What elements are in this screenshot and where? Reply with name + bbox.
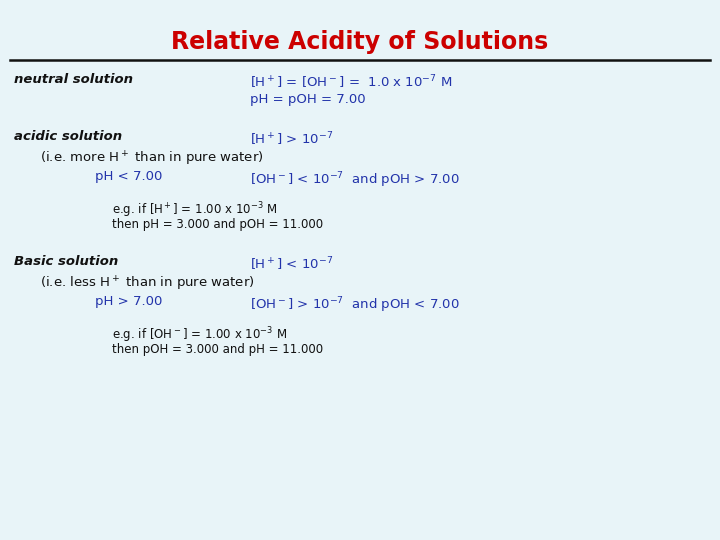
Text: neutral solution: neutral solution bbox=[14, 73, 133, 86]
Text: then pH = 3.000 and pOH = 11.000: then pH = 3.000 and pOH = 11.000 bbox=[112, 218, 323, 231]
Text: Basic solution: Basic solution bbox=[14, 255, 118, 268]
Text: (i.e. less H$^+$ than in pure water): (i.e. less H$^+$ than in pure water) bbox=[40, 275, 254, 293]
Text: e.g. if [OH$^-$] = 1.00 x 10$^{-3}$ M: e.g. if [OH$^-$] = 1.00 x 10$^{-3}$ M bbox=[112, 325, 287, 345]
Text: [OH$^-$] < 10$^{-7}$  and pOH > 7.00: [OH$^-$] < 10$^{-7}$ and pOH > 7.00 bbox=[250, 170, 459, 190]
Text: (i.e. more H$^+$ than in pure water): (i.e. more H$^+$ than in pure water) bbox=[40, 150, 264, 168]
Text: acidic solution: acidic solution bbox=[14, 130, 122, 143]
Text: Relative Acidity of Solutions: Relative Acidity of Solutions bbox=[171, 30, 549, 54]
Text: [H$^+$] = [OH$^-$] =  1.0 x 10$^{-7}$ M: [H$^+$] = [OH$^-$] = 1.0 x 10$^{-7}$ M bbox=[250, 73, 452, 91]
Text: then pOH = 3.000 and pH = 11.000: then pOH = 3.000 and pH = 11.000 bbox=[112, 343, 323, 356]
Text: [H$^+$] < 10$^{-7}$: [H$^+$] < 10$^{-7}$ bbox=[250, 255, 333, 273]
Text: pH > 7.00: pH > 7.00 bbox=[95, 295, 163, 308]
Text: [H$^+$] > 10$^{-7}$: [H$^+$] > 10$^{-7}$ bbox=[250, 130, 333, 147]
Text: pH < 7.00: pH < 7.00 bbox=[95, 170, 163, 183]
Text: e.g. if [H$^+$] = 1.00 x 10$^{-3}$ M: e.g. if [H$^+$] = 1.00 x 10$^{-3}$ M bbox=[112, 200, 277, 220]
Text: pH = pOH = 7.00: pH = pOH = 7.00 bbox=[250, 93, 366, 106]
Text: [OH$^-$] > 10$^{-7}$  and pOH < 7.00: [OH$^-$] > 10$^{-7}$ and pOH < 7.00 bbox=[250, 295, 459, 315]
